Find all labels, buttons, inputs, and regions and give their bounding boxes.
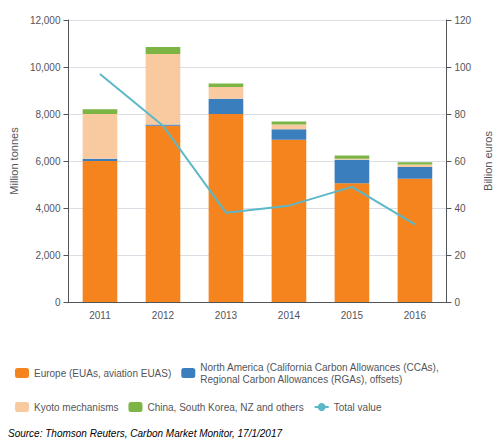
svg-text:0: 0 [55, 297, 61, 308]
svg-text:80: 80 [454, 109, 466, 120]
svg-text:2,000: 2,000 [35, 250, 60, 261]
svg-text:2012: 2012 [152, 310, 175, 321]
svg-text:2015: 2015 [341, 310, 364, 321]
svg-text:Million tonnes: Million tonnes [8, 127, 20, 195]
svg-text:4,000: 4,000 [35, 203, 60, 214]
svg-text:120: 120 [454, 15, 471, 26]
svg-text:8,000: 8,000 [35, 109, 60, 120]
svg-text:Total value: Total value [334, 402, 382, 413]
svg-text:2016: 2016 [404, 310, 427, 321]
svg-text:Regional Carbon Allowances (RG: Regional Carbon Allowances (RGAs), offse… [200, 374, 402, 385]
svg-text:100: 100 [454, 62, 471, 73]
svg-text:Billion euros: Billion euros [482, 131, 494, 191]
svg-text:40: 40 [454, 203, 466, 214]
svg-text:10,000: 10,000 [30, 62, 61, 73]
svg-text:60: 60 [454, 156, 466, 167]
svg-text:Source: Thomson Reuters, Carbo: Source: Thomson Reuters, Carbon Market M… [8, 428, 282, 439]
svg-text:20: 20 [454, 250, 466, 261]
svg-text:Kyoto mechanisms: Kyoto mechanisms [34, 402, 118, 413]
svg-text:0: 0 [454, 297, 460, 308]
svg-text:North America (California Carb: North America (California Carbon Allowan… [200, 362, 438, 373]
svg-text:2013: 2013 [215, 310, 238, 321]
svg-text:China, South Korea, NZ and oth: China, South Korea, NZ and others [147, 402, 303, 413]
svg-text:2014: 2014 [278, 310, 301, 321]
svg-text:12,000: 12,000 [30, 15, 61, 26]
svg-text:6,000: 6,000 [35, 156, 60, 167]
svg-text:Europe (EUAs, aviation EUAS): Europe (EUAs, aviation EUAS) [34, 368, 171, 379]
svg-text:2011: 2011 [89, 310, 111, 321]
